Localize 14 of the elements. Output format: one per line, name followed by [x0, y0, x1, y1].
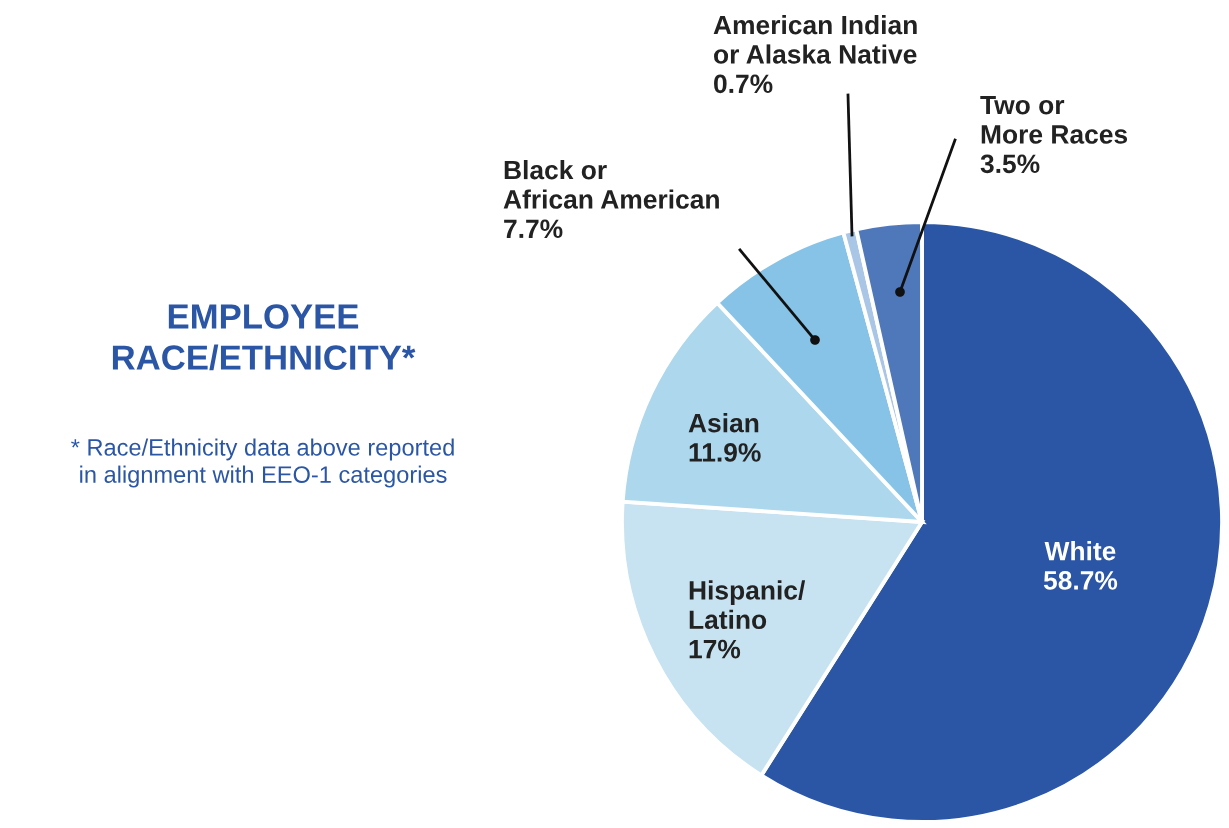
- slice-label: Asian: [688, 413, 759, 433]
- text: EMPLOYEE RACE/ETHNICITY*: [112, 304, 416, 371]
- slice-label: Two or More Races: [980, 95, 1128, 144]
- slice-label: Black or African American: [503, 160, 719, 209]
- data-label: 11.9%: [689, 443, 761, 462]
- slice-label: American Indian or Alaska Native: [713, 15, 917, 64]
- data-label: 0.7%: [714, 74, 773, 94]
- data-label: 58.7%: [1043, 571, 1118, 590]
- data-label: 7.7%: [504, 219, 563, 239]
- data-label: 17%: [689, 639, 741, 659]
- data-label: 3.5%: [980, 154, 1040, 174]
- slice-label: White: [1044, 541, 1116, 561]
- text: * Race/Ethnicity data above reported in alignment with EEO-1 categories: [71, 438, 454, 488]
- slice-label: Hispanic/ Latino: [689, 580, 806, 630]
